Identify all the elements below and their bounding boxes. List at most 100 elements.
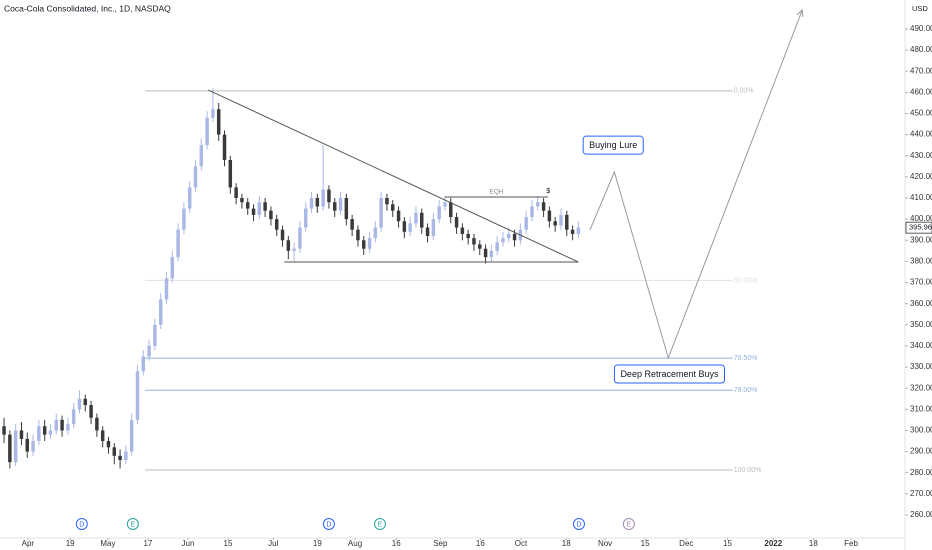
candle-body <box>205 117 209 146</box>
candle-body <box>158 299 163 325</box>
x-tick-label: Dec <box>679 539 693 548</box>
y-tick-label: 290.00 <box>910 447 932 456</box>
candle-body <box>396 210 401 222</box>
candle-body <box>570 229 575 234</box>
candle-body <box>425 227 430 237</box>
x-tick-label: 19 <box>66 539 75 548</box>
candle-body <box>315 197 320 207</box>
candle-body <box>443 202 447 207</box>
y-tick-label: 380.00 <box>910 257 932 266</box>
candle-body <box>199 145 204 167</box>
x-tick-label: Sep <box>433 539 448 548</box>
candle-body <box>60 419 64 431</box>
y-tick-label: 340.00 <box>910 341 932 350</box>
candle-body <box>211 109 215 118</box>
y-tick-label: 480.00 <box>910 45 932 54</box>
x-tick-label: Jul <box>268 539 278 548</box>
event-label: D <box>576 521 581 528</box>
y-tick-label: 370.00 <box>910 278 932 287</box>
candle-body <box>356 229 360 241</box>
candle-body <box>100 430 105 442</box>
trendline <box>208 89 579 263</box>
x-tick-label: 19 <box>313 539 322 548</box>
candle-body <box>420 212 424 228</box>
x-tick-label: Jun <box>182 539 195 548</box>
event-icon <box>126 518 139 530</box>
candle-body <box>541 202 546 211</box>
candle-body <box>512 233 517 241</box>
candle-body <box>245 202 250 209</box>
candle-body <box>8 434 12 463</box>
candle-body <box>483 248 488 258</box>
candle-body <box>367 238 372 249</box>
candle-body <box>228 159 233 188</box>
event-icon <box>373 518 386 530</box>
x-tick-label: May <box>100 539 115 548</box>
x-tick-label: Nov <box>598 539 612 548</box>
event-label: D <box>326 521 331 528</box>
candle-body <box>501 238 505 243</box>
candle-body <box>176 229 180 258</box>
x-tick-label: Oct <box>515 539 528 548</box>
candle-body <box>182 208 186 230</box>
y-tick-label: 470.00 <box>910 66 932 75</box>
candle-body <box>524 217 528 230</box>
x-tick-label: 17 <box>143 539 152 548</box>
candle-body <box>454 217 459 228</box>
candle-body <box>495 242 499 251</box>
candle-body <box>309 197 314 209</box>
candle-body <box>553 221 557 226</box>
candle-body <box>48 430 53 435</box>
y-tick-label: 300.00 <box>910 426 932 435</box>
candle-body <box>187 187 192 209</box>
candle-body <box>344 197 349 220</box>
candle-body <box>193 166 198 188</box>
x-tick-label: 2022 <box>764 539 782 548</box>
candle-body <box>106 441 111 448</box>
last-price-box <box>905 221 932 234</box>
projection-arrowhead <box>796 8 804 17</box>
candle-body <box>112 447 117 456</box>
candle-body <box>13 430 18 463</box>
candle-body <box>269 210 273 220</box>
x-tick-label: Feb <box>844 539 858 548</box>
candle-body <box>222 134 227 160</box>
candle-body <box>2 426 6 435</box>
y-tick-label: 420.00 <box>910 172 932 181</box>
y-tick-label: 270.00 <box>910 489 932 498</box>
y-tick-label: 330.00 <box>910 362 932 371</box>
candle-body <box>565 214 569 230</box>
candle-body <box>507 233 511 239</box>
candle-body <box>373 227 378 239</box>
eqh-label: EQH <box>490 189 504 196</box>
candle-body <box>402 221 407 232</box>
candle-body <box>472 238 476 245</box>
candle-body <box>19 430 24 439</box>
candle-body <box>478 244 482 249</box>
fib-label: 79.00% <box>734 387 758 394</box>
y-tick-label: 260.00 <box>910 510 932 519</box>
event-label: E <box>627 521 632 528</box>
candle-body <box>83 398 88 406</box>
candle-body <box>25 438 30 452</box>
candle-body <box>274 219 279 230</box>
candle-body <box>118 455 122 461</box>
last-price-label: 395.96 <box>909 223 932 232</box>
x-tick-label: 15 <box>723 539 732 548</box>
candle-body <box>385 197 389 205</box>
event-icon <box>75 518 88 530</box>
event-label: E <box>131 521 136 528</box>
event-label: E <box>378 521 383 528</box>
chart-title: Coca-Cola Consolidated, Inc., 1D, NASDAQ <box>4 3 171 13</box>
candle-body <box>170 257 175 279</box>
event-label: D <box>79 521 84 528</box>
candle-body <box>263 202 267 211</box>
projection-path <box>589 9 803 360</box>
candle-body <box>135 371 140 420</box>
candle-body <box>408 223 412 232</box>
candle-body <box>362 240 366 249</box>
candle-body <box>129 419 134 452</box>
x-tick-label: 16 <box>392 539 401 548</box>
callout-text: Buying Lure <box>589 140 637 150</box>
